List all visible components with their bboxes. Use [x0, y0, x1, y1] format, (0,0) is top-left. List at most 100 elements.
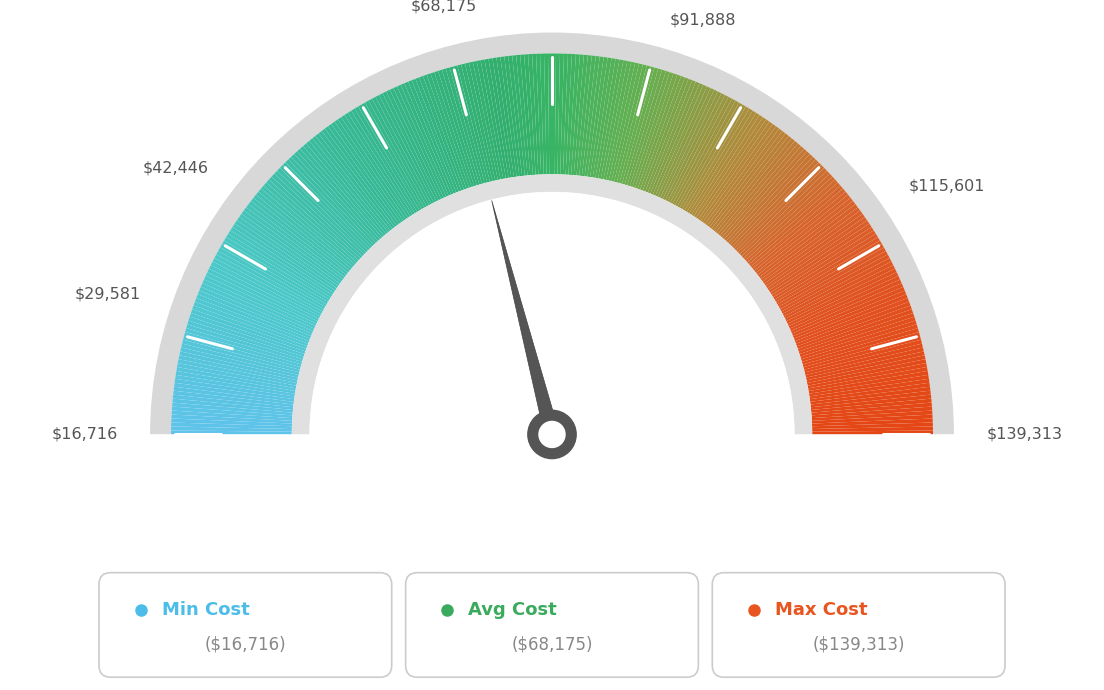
Wedge shape [195, 298, 309, 344]
Wedge shape [431, 72, 471, 188]
Wedge shape [662, 90, 718, 200]
Wedge shape [335, 119, 406, 221]
Wedge shape [574, 55, 587, 175]
Wedge shape [595, 59, 619, 178]
Wedge shape [666, 91, 721, 201]
Wedge shape [808, 363, 927, 388]
Wedge shape [231, 227, 333, 295]
Wedge shape [810, 395, 932, 410]
Wedge shape [811, 411, 933, 421]
Wedge shape [612, 63, 643, 181]
Wedge shape [172, 402, 293, 415]
FancyBboxPatch shape [405, 573, 699, 677]
Wedge shape [660, 88, 714, 199]
Wedge shape [240, 214, 340, 286]
Wedge shape [622, 68, 658, 184]
Wedge shape [798, 309, 913, 351]
Wedge shape [793, 290, 906, 339]
Wedge shape [799, 317, 915, 357]
Text: $139,313: $139,313 [987, 427, 1062, 442]
Wedge shape [174, 379, 295, 399]
Wedge shape [179, 351, 298, 380]
Wedge shape [423, 75, 466, 190]
Wedge shape [638, 75, 681, 190]
Wedge shape [297, 148, 380, 241]
Wedge shape [766, 217, 867, 288]
Wedge shape [604, 61, 631, 180]
Wedge shape [708, 128, 783, 227]
Wedge shape [805, 344, 923, 375]
Polygon shape [491, 201, 560, 436]
Wedge shape [668, 93, 725, 203]
Wedge shape [810, 383, 930, 402]
Wedge shape [771, 227, 873, 295]
Wedge shape [171, 422, 291, 429]
Wedge shape [625, 68, 662, 186]
Wedge shape [645, 79, 692, 193]
Wedge shape [548, 53, 552, 175]
Wedge shape [244, 207, 343, 282]
Wedge shape [726, 151, 810, 243]
Text: Min Cost: Min Cost [161, 601, 250, 619]
Wedge shape [192, 306, 307, 349]
Wedge shape [558, 54, 564, 175]
Wedge shape [757, 201, 856, 277]
Wedge shape [316, 133, 393, 230]
Wedge shape [397, 85, 448, 197]
Wedge shape [785, 265, 895, 322]
Wedge shape [675, 99, 735, 206]
Wedge shape [811, 406, 932, 418]
Wedge shape [764, 214, 864, 286]
Wedge shape [208, 268, 318, 324]
Wedge shape [772, 230, 875, 297]
Wedge shape [283, 162, 370, 250]
Wedge shape [473, 61, 500, 180]
Wedge shape [177, 367, 296, 391]
Wedge shape [803, 332, 920, 367]
Wedge shape [783, 258, 892, 316]
Wedge shape [361, 103, 424, 209]
Wedge shape [689, 110, 756, 215]
Wedge shape [242, 210, 341, 284]
Wedge shape [753, 192, 848, 270]
Wedge shape [365, 101, 426, 208]
Wedge shape [209, 265, 319, 322]
Wedge shape [390, 88, 444, 199]
Wedge shape [286, 159, 372, 248]
Wedge shape [643, 77, 689, 192]
Wedge shape [300, 146, 382, 239]
Wedge shape [497, 57, 517, 177]
Wedge shape [351, 108, 417, 213]
Wedge shape [184, 332, 301, 367]
Wedge shape [197, 294, 310, 341]
Wedge shape [565, 54, 576, 175]
Text: ($139,313): ($139,313) [813, 635, 905, 653]
Wedge shape [344, 112, 413, 216]
Wedge shape [178, 359, 297, 386]
Wedge shape [745, 179, 838, 262]
Wedge shape [747, 182, 840, 264]
Wedge shape [256, 192, 351, 270]
Wedge shape [454, 66, 487, 183]
Wedge shape [797, 306, 912, 349]
Wedge shape [730, 157, 816, 246]
Wedge shape [261, 186, 355, 266]
Wedge shape [173, 391, 294, 407]
Wedge shape [291, 154, 375, 245]
Wedge shape [800, 321, 916, 359]
Wedge shape [569, 55, 580, 175]
Wedge shape [505, 56, 522, 176]
Wedge shape [656, 85, 707, 197]
Wedge shape [318, 131, 395, 229]
Wedge shape [802, 328, 919, 364]
Wedge shape [512, 55, 528, 176]
Wedge shape [552, 53, 556, 175]
Wedge shape [465, 63, 496, 181]
Wedge shape [806, 351, 925, 380]
Wedge shape [680, 103, 743, 209]
Wedge shape [761, 207, 860, 282]
Wedge shape [658, 86, 711, 198]
Wedge shape [211, 262, 320, 319]
FancyBboxPatch shape [712, 573, 1005, 677]
Wedge shape [781, 251, 888, 311]
